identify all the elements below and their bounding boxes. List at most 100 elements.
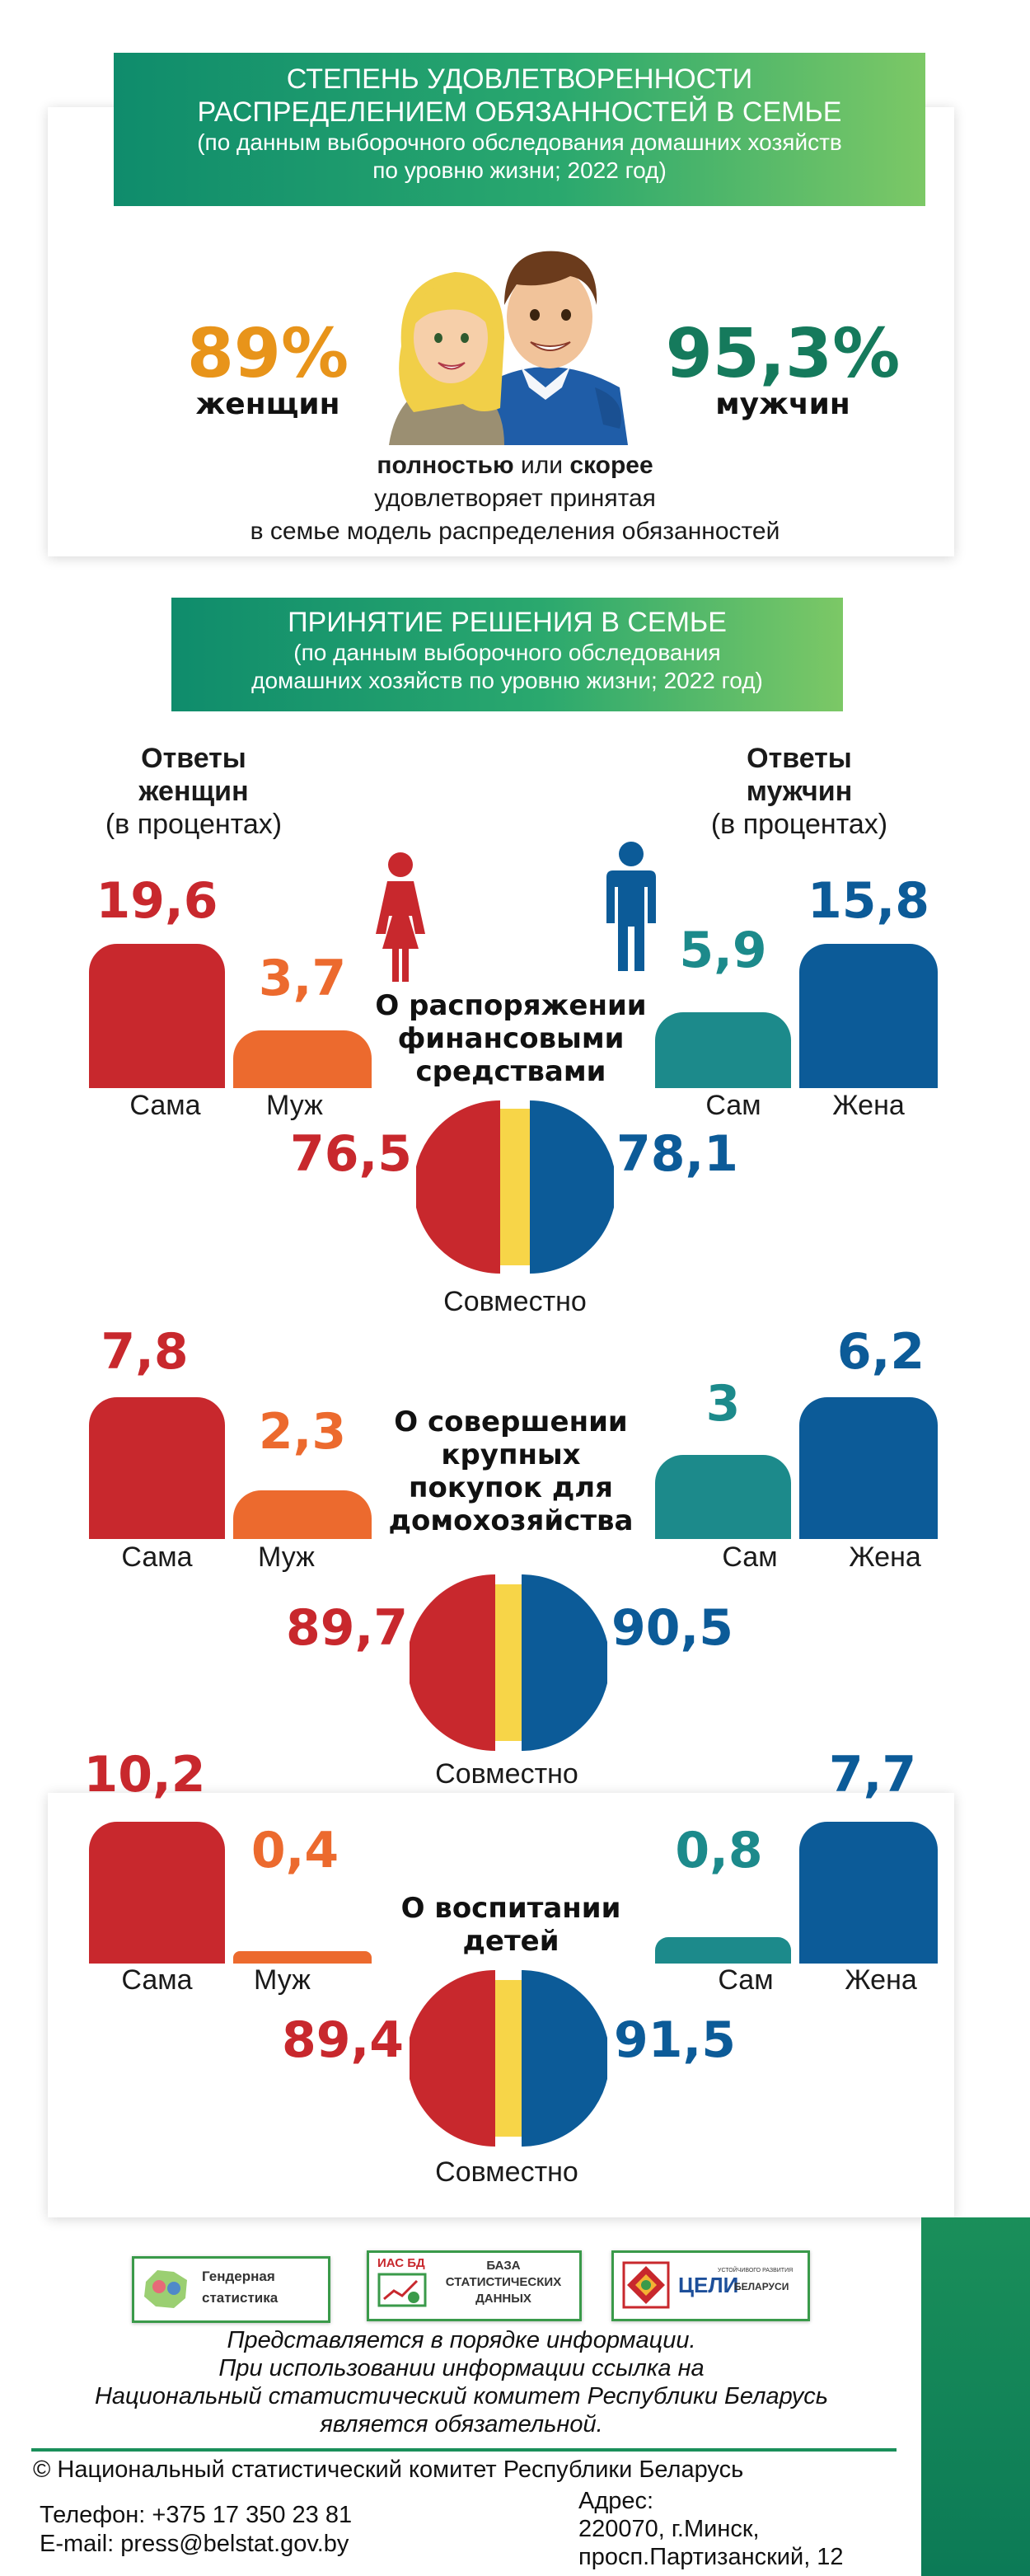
notice-line1: Представляется в порядке информации. (227, 2327, 696, 2353)
block3-men-wife-label: Жена (845, 1964, 917, 1996)
banner-subtitle-line1: (по данным выборочного обследования дома… (197, 129, 842, 155)
ias-tag: ИАС БД (377, 2256, 425, 2270)
block3-joint-circle (410, 1970, 607, 2147)
block1-women-self-bar (89, 944, 225, 1088)
block2-joint-circle (410, 1574, 607, 1751)
decisions-banner: ПРИНЯТИЕ РЕШЕНИЯ В СЕМЬЕ (по данным выбо… (171, 598, 843, 711)
block3-men-self-bar (655, 1937, 791, 1964)
banner-title-line2: РАСПРЕДЕЛЕНИЕМ ОБЯЗАННОСТЕЙ В СЕМЬЕ (197, 96, 842, 128)
footer-email: E-mail: press@belstat.gov.by (40, 2531, 349, 2557)
block2-topic-line1: О совершении (394, 1405, 628, 1438)
block1-women-self-value: 19,6 (96, 872, 218, 930)
men-heading-line2: мужчин (746, 776, 853, 807)
sdg-main: ЦЕЛИ (678, 2273, 739, 2297)
block3-women-husband-label: Муж (254, 1964, 311, 1996)
database-logo-line3: ДАННЫХ (475, 2292, 531, 2306)
block3-men-self-label: Сам (718, 1964, 774, 1996)
database-logo-line2: СТАТИСТИЧЕСКИХ (445, 2275, 562, 2289)
women-satisfaction-label: женщин (195, 387, 340, 421)
gender-logo-line2: статистика (202, 2290, 279, 2306)
men-satisfaction-label: мужчин (715, 387, 850, 421)
block1-men-self-value: 5,9 (679, 922, 767, 979)
footer-address-line2: просп.Партизанский, 12 (578, 2544, 844, 2570)
notice-line3: Национальный статистический комитет Респ… (94, 2383, 828, 2409)
block2-men-self-value: 3 (705, 1375, 741, 1433)
caption-bold-rather: скорее (569, 452, 653, 479)
caption-bold-fully: полностью (377, 452, 514, 479)
green-side-strip (921, 2217, 1030, 2576)
block2-women-husband-value: 2,3 (258, 1403, 347, 1461)
block3-women-husband-bar (233, 1951, 372, 1964)
footer-phone: Телефон: +375 17 350 23 81 (40, 2502, 353, 2528)
gender-logo-line1: Гендерная (202, 2269, 275, 2284)
banner-subtitle-line2: по уровню жизни; 2022 год) (372, 157, 667, 183)
block3-topic-line2: детей (462, 1925, 559, 1958)
banner-title-line1: СТЕПЕНЬ УДОВЛЕТВОРЕННОСТИ (286, 63, 753, 95)
block3-joint-label: Совместно (435, 2156, 578, 2188)
women-satisfaction-value: 89% (186, 315, 349, 393)
decisions-title: ПРИНЯТИЕ РЕШЕНИЯ В СЕМЬЕ (288, 607, 727, 638)
block3-women-self-bar (89, 1822, 225, 1964)
block1-joint-men-value: 78,1 (616, 1125, 739, 1183)
block2-men-wife-bar (799, 1397, 938, 1539)
block3-women-self-label: Сама (121, 1964, 193, 1996)
gender-statistics-logo[interactable]: Гендерная статистика (132, 2256, 330, 2323)
block2-women-husband-bar (233, 1490, 372, 1539)
women-answers-heading: Ответы женщин (в процентах) (74, 742, 313, 841)
block3-men-wife-value: 7,7 (828, 1746, 917, 1804)
decisions-subtitle-line2: домашних хозяйств по уровню жизни; 2022 … (251, 668, 763, 693)
database-logo-line1: БАЗА (486, 2259, 521, 2273)
block3-women-self-value: 10,2 (83, 1746, 206, 1804)
block2-men-self-bar (655, 1455, 791, 1539)
block1-men-wife-value: 15,8 (807, 872, 930, 930)
sdg-sub-top: УСТОЙЧИВОГО РАЗВИТИЯ (718, 2268, 794, 2273)
men-satisfaction-value: 95,3% (665, 315, 901, 393)
footer-divider (31, 2448, 897, 2452)
block2-joint-women-value: 89,7 (285, 1599, 408, 1657)
sdg-sub-bottom: БЕЛАРУСИ (734, 2281, 789, 2292)
block1-topic-line2: финансовыми (397, 1022, 625, 1055)
men-heading-line1: Ответы (747, 743, 852, 774)
information-notice: Представляется в порядке информации. При… (33, 2326, 890, 2438)
block2-joint-men-value: 90,5 (611, 1599, 734, 1657)
block1-joint-circle (416, 1100, 614, 1274)
satisfaction-caption-line3: в семье модель распределения обязанносте… (250, 518, 780, 545)
decisions-subtitle-line1: (по данным выборочного обследования (293, 640, 721, 665)
block1-women-husband-value: 3,7 (258, 950, 347, 1007)
sdg-ornament-icon (622, 2261, 670, 2309)
block1-topic: О распоряжении финансовыми средствами (367, 989, 655, 1088)
caption-or: или (513, 452, 570, 479)
block3-joint-men-value: 91,5 (614, 2011, 737, 2069)
chart-screen-icon (377, 2273, 427, 2307)
block3-topic: О воспитании детей (367, 1892, 655, 1958)
footer-copyright: © Национальный статистический комитет Ре… (33, 2456, 744, 2483)
block1-men-self-bar (655, 1012, 791, 1088)
block2-men-wife-value: 6,2 (836, 1323, 925, 1381)
block1-men-self-label: Сам (705, 1090, 761, 1121)
sustainable-development-goals-logo[interactable]: УСТОЙЧИВОГО РАЗВИТИЯ ЦЕЛИ БЕЛАРУСИ (611, 2250, 810, 2321)
block2-women-self-label: Сама (121, 1541, 193, 1573)
couple-illustration (389, 251, 628, 445)
notice-line4: является обязательной. (320, 2411, 603, 2438)
database-logo-text: БАЗА СТАТИСТИЧЕСКИХ ДАННЫХ (433, 2258, 574, 2307)
men-answers-heading: Ответы мужчин (в процентах) (680, 742, 919, 841)
block2-men-wife-label: Жена (849, 1541, 921, 1573)
block1-men-wife-bar (799, 944, 938, 1088)
block1-topic-line1: О распоряжении (375, 989, 647, 1022)
block1-women-husband-bar (233, 1030, 372, 1088)
woman-icon (376, 852, 425, 982)
block2-women-self-value: 7,8 (101, 1323, 189, 1381)
block3-joint-women-value: 89,4 (281, 2011, 404, 2069)
satisfaction-caption-line1: полностью или скорее (165, 452, 865, 480)
gender-map-icon (144, 2270, 187, 2308)
block1-men-wife-label: Жена (832, 1090, 905, 1121)
block3-men-wife-bar (799, 1822, 938, 1964)
men-heading-line3: (в процентах) (710, 809, 888, 840)
women-heading-line2: женщин (138, 776, 249, 807)
block2-topic-line2: крупных (441, 1438, 581, 1471)
block3-men-self-value: 0,8 (675, 1822, 763, 1879)
statistical-database-logo[interactable]: ИАС БД БАЗА СТАТИСТИЧЕСКИХ ДАННЫХ (367, 2250, 582, 2321)
block2-joint-label: Совместно (435, 1758, 578, 1790)
block1-women-self-label: Сама (129, 1090, 201, 1121)
block1-joint-women-value: 76,5 (289, 1125, 412, 1183)
